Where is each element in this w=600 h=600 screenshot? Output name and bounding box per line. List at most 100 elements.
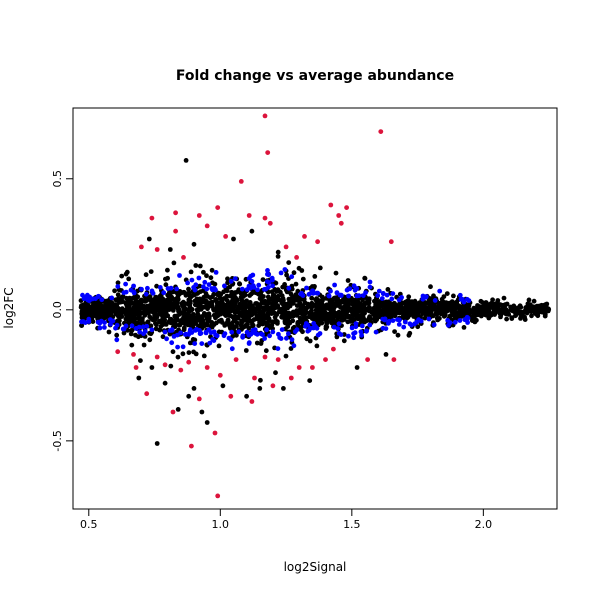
data-point-black bbox=[94, 300, 100, 305]
data-point-black bbox=[434, 311, 440, 317]
chart-title: Fold change vs average abundance bbox=[176, 68, 454, 84]
data-point-blue bbox=[246, 283, 252, 289]
data-point-red bbox=[323, 357, 328, 362]
data-point-blue bbox=[267, 333, 272, 339]
data-point-blue bbox=[270, 283, 275, 289]
data-point-black bbox=[131, 304, 137, 310]
data-point-blue bbox=[386, 318, 392, 324]
data-point-blue bbox=[286, 331, 291, 337]
data-point-black bbox=[215, 291, 221, 297]
data-point-black bbox=[79, 303, 84, 309]
data-point-black bbox=[201, 353, 207, 359]
data-point-black bbox=[216, 306, 221, 311]
data-point-blue bbox=[175, 344, 181, 350]
data-point-black bbox=[158, 294, 164, 299]
data-point-blue bbox=[161, 290, 167, 296]
data-point-blue bbox=[315, 332, 321, 338]
data-point-black bbox=[164, 299, 170, 305]
data-point-black bbox=[143, 272, 149, 278]
data-point-red bbox=[144, 391, 150, 397]
data-point-black bbox=[121, 330, 127, 336]
data-point-blue bbox=[305, 322, 310, 328]
data-point-blue bbox=[279, 327, 285, 332]
data-point-blue bbox=[464, 314, 470, 320]
data-point-black bbox=[211, 292, 217, 297]
data-point-red bbox=[315, 239, 320, 245]
data-point-black bbox=[211, 307, 216, 312]
data-point-black bbox=[237, 281, 242, 287]
data-point-black bbox=[319, 320, 325, 326]
data-point-blue bbox=[396, 297, 402, 303]
data-point-blue bbox=[304, 285, 309, 291]
y-axis: -0.5 0.0 0.5 bbox=[51, 170, 74, 452]
data-point-red bbox=[252, 375, 257, 381]
data-point-blue bbox=[86, 316, 92, 322]
data-point-red bbox=[196, 396, 202, 402]
data-point-black bbox=[286, 310, 292, 316]
data-point-black bbox=[271, 298, 277, 303]
data-point-black bbox=[323, 324, 329, 329]
data-point-blue bbox=[269, 275, 275, 281]
data-point-black bbox=[203, 312, 209, 317]
data-point-blue bbox=[246, 341, 252, 346]
data-point-red bbox=[270, 383, 276, 389]
data-point-blue bbox=[208, 330, 214, 335]
data-point-black bbox=[476, 308, 482, 314]
data-point-black bbox=[320, 298, 325, 304]
data-point-blue bbox=[416, 317, 421, 323]
data-point-black bbox=[345, 278, 351, 283]
data-point-blue bbox=[169, 327, 175, 332]
data-point-black bbox=[474, 317, 479, 323]
data-point-black bbox=[409, 311, 415, 316]
data-point-black bbox=[518, 316, 523, 321]
data-point-red bbox=[223, 234, 229, 239]
data-point-red bbox=[275, 357, 281, 362]
data-point-black bbox=[190, 293, 196, 298]
data-point-red bbox=[204, 223, 210, 229]
x-axis: 0.5 1.0 1.5 2.0 bbox=[80, 508, 492, 531]
data-point-black bbox=[134, 320, 140, 326]
data-point-black bbox=[509, 316, 515, 321]
data-point-black bbox=[113, 310, 119, 316]
data-point-black bbox=[331, 318, 337, 323]
data-point-black bbox=[186, 393, 192, 399]
data-point-black bbox=[461, 304, 467, 310]
data-point-black bbox=[345, 308, 351, 314]
data-point-black bbox=[253, 311, 258, 316]
data-point-black bbox=[435, 317, 441, 323]
data-point-black bbox=[162, 380, 168, 386]
data-point-black bbox=[261, 294, 266, 299]
data-point-black bbox=[358, 306, 364, 311]
data-point-red bbox=[331, 346, 336, 352]
data-point-blue bbox=[260, 332, 265, 337]
data-point-blue bbox=[139, 286, 144, 292]
data-point-black bbox=[235, 309, 241, 315]
data-point-blue bbox=[437, 288, 443, 294]
data-point-black bbox=[208, 275, 214, 281]
data-point-red bbox=[217, 372, 223, 378]
data-point-blue bbox=[336, 331, 342, 336]
data-point-red bbox=[294, 255, 299, 260]
data-point-blue bbox=[458, 296, 464, 302]
data-point-black bbox=[127, 307, 132, 313]
data-point-black bbox=[329, 297, 335, 303]
data-point-black bbox=[146, 310, 152, 316]
data-point-black bbox=[131, 311, 137, 317]
data-point-black bbox=[406, 302, 412, 308]
data-point-blue bbox=[236, 329, 242, 335]
data-point-black bbox=[181, 289, 187, 295]
data-point-black bbox=[234, 323, 239, 329]
data-point-blue bbox=[384, 292, 390, 298]
data-point-black bbox=[312, 274, 318, 279]
data-point-black bbox=[160, 316, 166, 322]
data-point-black bbox=[124, 269, 130, 275]
data-point-black bbox=[391, 302, 397, 307]
data-point-blue bbox=[204, 286, 210, 292]
data-point-black bbox=[431, 293, 436, 299]
data-point-black bbox=[229, 289, 235, 295]
data-point-black bbox=[283, 353, 289, 359]
data-point-black bbox=[288, 291, 294, 297]
data-point-black bbox=[270, 307, 276, 312]
data-point-black bbox=[228, 326, 233, 331]
data-point-black bbox=[181, 314, 187, 320]
